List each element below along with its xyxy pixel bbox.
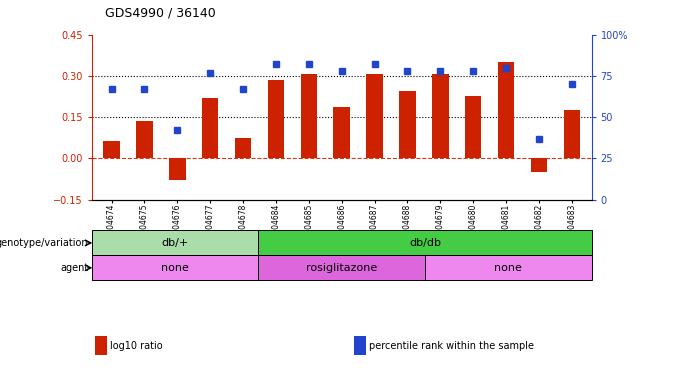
Bar xyxy=(258,255,425,280)
Text: none: none xyxy=(494,263,522,273)
Bar xyxy=(235,138,252,159)
Bar xyxy=(465,96,481,159)
Text: percentile rank within the sample: percentile rank within the sample xyxy=(369,341,534,351)
Text: GDS4990 / 36140: GDS4990 / 36140 xyxy=(105,6,216,19)
Bar xyxy=(103,141,120,159)
Bar xyxy=(367,74,383,159)
Bar xyxy=(333,108,350,159)
Text: db/+: db/+ xyxy=(161,238,189,248)
Bar xyxy=(531,159,547,172)
Text: rosiglitazone: rosiglitazone xyxy=(306,263,377,273)
Bar xyxy=(169,159,186,180)
Bar xyxy=(258,230,592,255)
Bar xyxy=(425,255,592,280)
Text: agent: agent xyxy=(60,263,88,273)
Text: none: none xyxy=(161,263,189,273)
Bar xyxy=(268,80,284,159)
Bar xyxy=(564,110,580,159)
Text: log10 ratio: log10 ratio xyxy=(110,341,163,351)
Bar xyxy=(301,74,317,159)
Bar xyxy=(399,91,415,159)
Bar xyxy=(136,121,152,159)
Text: genotype/variation: genotype/variation xyxy=(0,238,88,248)
Bar xyxy=(202,98,218,159)
Text: db/db: db/db xyxy=(409,238,441,248)
Bar xyxy=(92,230,258,255)
Bar xyxy=(92,255,258,280)
Bar xyxy=(432,74,449,159)
Bar xyxy=(498,62,514,159)
